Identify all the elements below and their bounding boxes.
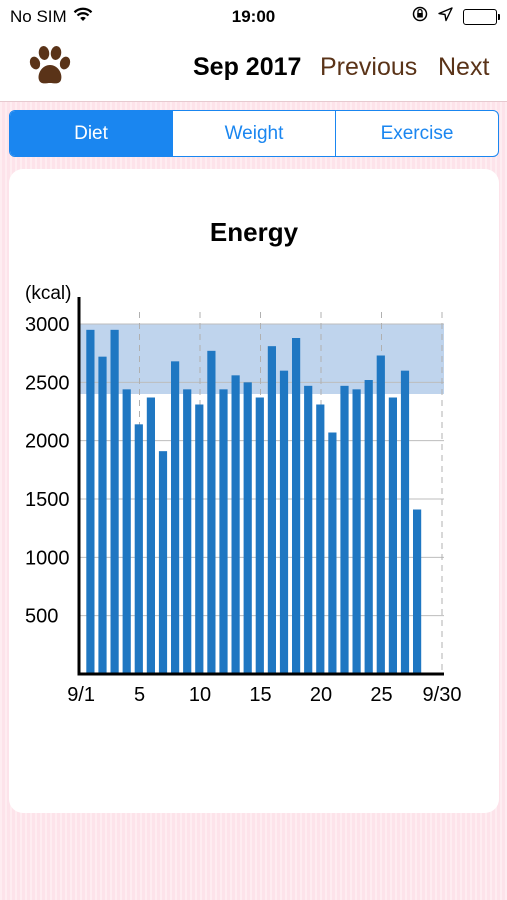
bar <box>86 329 95 674</box>
y-axis-label: (kcal) <box>25 283 71 304</box>
bar <box>207 350 216 674</box>
x-tick-label: 9/30 <box>423 684 462 706</box>
y-tick-label: 2000 <box>25 431 70 453</box>
location-arrow-icon <box>438 6 453 27</box>
chart-title: Energy <box>210 217 299 247</box>
bar <box>304 385 313 674</box>
bar <box>316 404 325 674</box>
x-tick-label: 20 <box>310 684 332 706</box>
bar <box>231 375 240 674</box>
tab-exercise[interactable]: Exercise <box>380 122 454 144</box>
nav-bar: Sep 2017 Previous Next <box>0 34 507 102</box>
chart-card: Energy (kcal) 500 1000 1500 2000 2500 3000 9/1 5 1… <box>9 169 499 813</box>
next-button[interactable]: Next <box>438 53 490 81</box>
orientation-lock-icon <box>412 6 428 27</box>
y-tick-label: 1000 <box>25 547 70 569</box>
bar <box>110 329 119 674</box>
status-time: 19:00 <box>231 7 276 26</box>
category-segmented-control: Diet Weight Exercise <box>9 110 499 157</box>
previous-button[interactable]: Previous <box>320 53 418 81</box>
month-title: Sep 2017 <box>193 53 302 81</box>
bar <box>171 361 180 674</box>
x-tick-label: 9/1 <box>67 684 95 706</box>
status-left: No SIM <box>10 7 93 27</box>
bar <box>279 370 289 674</box>
x-tick-label: 25 <box>370 684 392 706</box>
y-tick-label: 500 <box>25 606 58 628</box>
energy-chart: Energy (kcal) 500 1000 1500 2000 2500 3000 9/1 5 1… <box>25 217 462 706</box>
battery-icon <box>463 8 500 25</box>
bar <box>328 432 337 674</box>
target-range-band <box>79 324 444 394</box>
tab-diet[interactable]: Diet <box>10 111 173 156</box>
y-tick-label: 2500 <box>25 372 70 394</box>
status-right <box>412 6 500 27</box>
bar <box>158 451 168 674</box>
bar <box>134 424 143 674</box>
bar <box>267 346 276 674</box>
x-tick-label: 15 <box>249 684 271 706</box>
bar <box>340 385 349 674</box>
wifi-icon <box>73 7 93 27</box>
status-bar: No SIM 19:00 <box>0 0 507 34</box>
bar <box>388 397 397 674</box>
bar <box>352 389 361 674</box>
y-tick-label: 1500 <box>25 489 70 511</box>
carrier-label: No SIM <box>10 7 67 26</box>
bar <box>183 389 192 674</box>
y-tick-label: 3000 <box>25 314 70 336</box>
bar <box>219 389 228 674</box>
bar <box>413 509 422 674</box>
bar <box>195 404 204 674</box>
bar <box>400 370 410 674</box>
bar <box>146 397 155 674</box>
bar <box>255 397 264 674</box>
bar <box>364 380 373 674</box>
bar <box>98 356 107 674</box>
x-tick-label: 5 <box>134 684 145 706</box>
tab-weight[interactable]: Weight <box>173 111 336 156</box>
bar <box>292 338 301 674</box>
bar <box>243 382 252 674</box>
bar <box>122 389 131 674</box>
x-tick-label: 10 <box>189 684 211 706</box>
paw-logo-icon <box>26 42 74 90</box>
bar <box>376 355 385 674</box>
